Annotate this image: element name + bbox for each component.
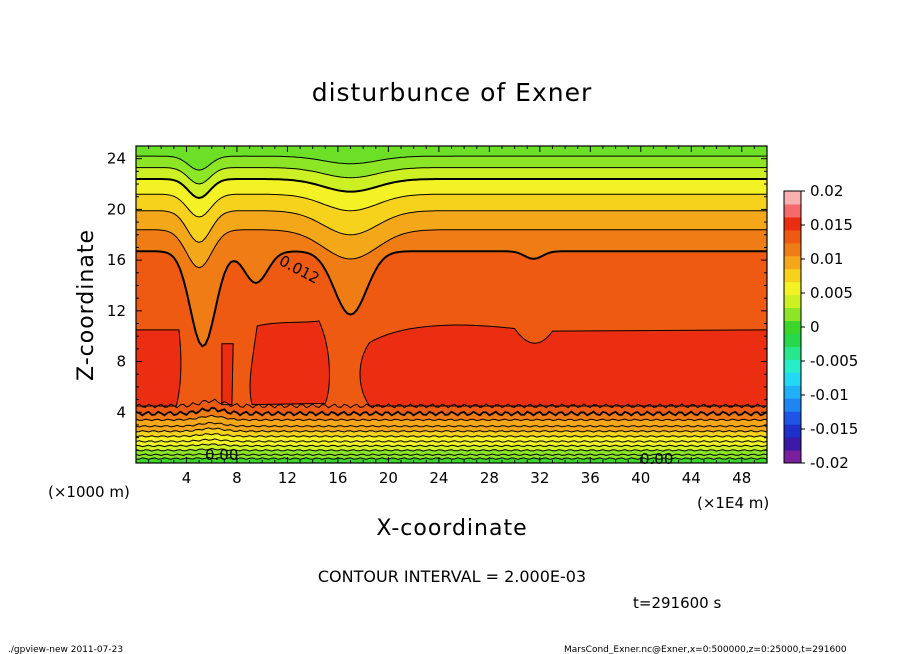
x-tick-label: 48 bbox=[732, 469, 751, 487]
colorbar-swatch bbox=[784, 294, 801, 309]
time-text: t=291600 s bbox=[633, 594, 721, 612]
contour-line-lower bbox=[136, 406, 767, 417]
contour-line-core bbox=[221, 343, 234, 406]
x-axis-label: X-coordinate bbox=[376, 516, 527, 541]
contour-line bbox=[136, 229, 767, 269]
contour-lines bbox=[136, 155, 767, 460]
colorbar-swatch bbox=[784, 229, 801, 244]
footer-right: MarsCond_Exner.nc@Exner,x=0:500000,z=0:2… bbox=[564, 645, 847, 654]
x-tick-label: 16 bbox=[328, 469, 347, 487]
colorbar-swatch bbox=[784, 372, 801, 386]
plot-area bbox=[136, 146, 767, 463]
colorbar-ticks: 0.02 0.015 0.01 0.005 0 -0.005 -0.01 -0.015 -0.0… bbox=[801, 182, 858, 472]
core-region bbox=[360, 325, 767, 406]
y-tick-label: 12 bbox=[107, 302, 126, 320]
contour-line bbox=[136, 250, 767, 348]
colorbar-tick-label: 0.005 bbox=[810, 284, 853, 302]
contour-line-lower bbox=[136, 421, 767, 428]
colorbar-swatch bbox=[784, 268, 801, 283]
contour-line-core bbox=[249, 320, 330, 406]
x-tick-label: 8 bbox=[232, 469, 242, 487]
y-tick-label: 8 bbox=[116, 353, 126, 371]
core-region bbox=[136, 329, 181, 406]
x-tick-label: 20 bbox=[379, 469, 398, 487]
colorbar-swatch bbox=[784, 359, 801, 373]
colorbar-tick-label: -0.01 bbox=[810, 386, 849, 404]
colorbar-swatch bbox=[784, 320, 801, 334]
colorbar-swatch bbox=[784, 424, 801, 438]
colorbar-tick-label: -0.02 bbox=[810, 454, 849, 472]
contour-line-lower bbox=[136, 452, 767, 457]
contour-label-000-left: 0.00 bbox=[205, 446, 238, 464]
colorbar-tick-label: -0.015 bbox=[810, 420, 858, 438]
contour-line-lower bbox=[136, 433, 767, 438]
x-tick-label: 44 bbox=[682, 469, 701, 487]
x-ticks: 4 8 12 16 20 24 28 32 36 40 44 48 bbox=[148, 146, 755, 487]
colorbar-swatch bbox=[784, 411, 801, 425]
contour-label-000-right: 0.00 bbox=[640, 450, 673, 468]
y-unit-label: (×1000 m) bbox=[48, 483, 130, 501]
colorbar-swatch bbox=[784, 242, 801, 257]
x-tick-label: 24 bbox=[429, 469, 448, 487]
x-tick-label: 12 bbox=[278, 469, 297, 487]
contour-line-lower bbox=[136, 398, 767, 409]
colorbar-swatch bbox=[784, 203, 801, 218]
colorbar-swatch bbox=[784, 281, 801, 296]
colorbar-swatch bbox=[784, 385, 801, 399]
x-tick-label: 28 bbox=[480, 469, 499, 487]
chart-title: disturbunce of Exner bbox=[312, 78, 593, 107]
colorbar-tick-label: 0 bbox=[810, 318, 820, 336]
y-tick-label: 16 bbox=[107, 251, 126, 269]
contour-line bbox=[136, 155, 767, 171]
colorbar-swatch bbox=[784, 450, 801, 464]
colorbar-tick-label: 0.015 bbox=[810, 216, 853, 234]
contour-line bbox=[136, 178, 767, 200]
x-tick-label: 36 bbox=[581, 469, 600, 487]
core-region bbox=[250, 320, 330, 405]
y-axis-label: Z-coordinate bbox=[74, 229, 99, 381]
core-region bbox=[221, 343, 234, 405]
contour-line-core bbox=[136, 329, 182, 407]
colorbar-swatch bbox=[784, 216, 801, 231]
colorbar-swatch bbox=[784, 255, 801, 270]
contour-line-lower bbox=[136, 438, 767, 443]
contour-line bbox=[136, 193, 767, 218]
contour-line bbox=[136, 210, 767, 243]
colorbar-swatch bbox=[784, 398, 801, 412]
colorbar-tick-label: 0.01 bbox=[810, 250, 843, 268]
colorbar-tick-label: -0.005 bbox=[810, 352, 858, 370]
contour-fills bbox=[136, 146, 767, 463]
y-tick-label: 4 bbox=[116, 403, 126, 421]
colorbar-swatch bbox=[784, 191, 801, 205]
colorbar-swatch bbox=[784, 437, 801, 451]
contour-line-lower bbox=[136, 427, 767, 433]
contour-band-top-blend bbox=[136, 146, 767, 171]
contour-interval-text: CONTOUR INTERVAL = 2.000E-03 bbox=[318, 567, 586, 586]
contour-line bbox=[136, 167, 767, 185]
contour-line-lower bbox=[136, 443, 767, 448]
colorbar-swatch bbox=[784, 307, 801, 322]
footer-left: ./gpview-new 2011-07-23 bbox=[8, 645, 123, 654]
y-tick-label: 20 bbox=[107, 200, 126, 218]
colorbar-tick-label: 0.02 bbox=[810, 182, 843, 200]
y-ticks: 4 8 12 16 20 24 bbox=[107, 150, 767, 451]
x-tick-label: 40 bbox=[631, 469, 650, 487]
contour-line-lower bbox=[136, 456, 767, 460]
contour-line-lower bbox=[136, 447, 767, 452]
contour-line-core bbox=[359, 324, 767, 407]
x-tick-label: 4 bbox=[182, 469, 192, 487]
x-unit-label: (×1E4 m) bbox=[697, 494, 769, 512]
contour-line-lower bbox=[136, 414, 767, 422]
colorbar bbox=[784, 191, 801, 464]
colorbar-swatch bbox=[784, 346, 801, 360]
colorbar-swatch bbox=[784, 333, 801, 347]
x-tick-label: 32 bbox=[530, 469, 549, 487]
y-tick-label: 24 bbox=[107, 150, 126, 168]
